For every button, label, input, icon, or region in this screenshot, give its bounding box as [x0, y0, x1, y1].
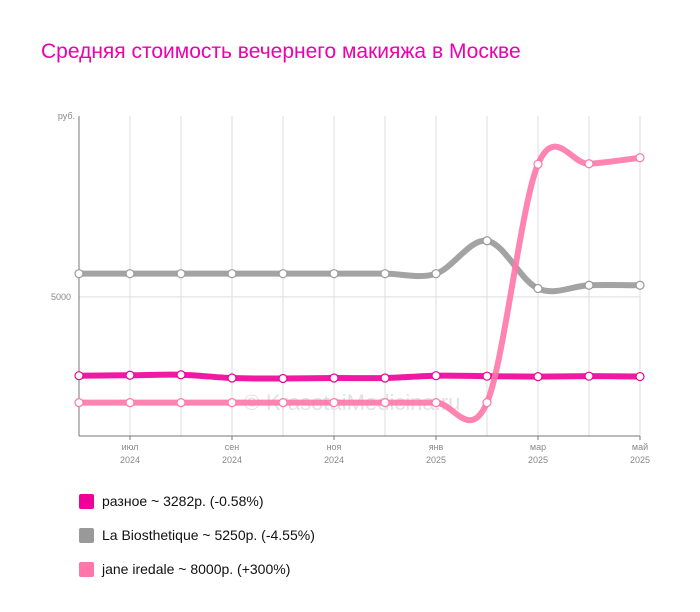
data-point [380, 398, 390, 408]
legend-label: jane iredale ~ 8000р. (+300%) [102, 561, 291, 577]
series-line-1 [76, 237, 643, 295]
x-tick-label: 2025 [528, 455, 548, 465]
data-point [227, 398, 237, 408]
data-point [635, 153, 645, 163]
data-point [431, 269, 441, 279]
x-tick-label: 2024 [120, 455, 140, 465]
legend-item-jane-iredale[interactable]: jane iredale ~ 8000р. (+300%) [79, 552, 315, 586]
data-point [74, 371, 84, 381]
legend-label: La Biosthetique ~ 5250р. (-4.55%) [102, 527, 315, 543]
data-point [278, 269, 288, 279]
x-tick-label: май [632, 442, 648, 452]
series-line-0 [76, 371, 643, 382]
x-tick-label: 2025 [426, 455, 446, 465]
x-tick-label: мар [530, 442, 546, 452]
data-point [482, 398, 492, 408]
data-point [635, 371, 645, 382]
data-point [74, 269, 84, 279]
data-point [125, 370, 135, 380]
data-point [584, 280, 594, 290]
x-tick-label: 2024 [324, 455, 344, 465]
x-tick-label: сен [225, 442, 240, 452]
data-point [227, 373, 237, 383]
data-point [584, 371, 594, 381]
x-tick-label: 2025 [630, 455, 650, 465]
data-point [635, 280, 645, 290]
y-axis-unit-label: руб. [58, 111, 75, 121]
chart-title: Средняя стоимость вечернего макияжа в Мо… [41, 40, 521, 63]
data-point [584, 159, 594, 169]
data-point [482, 236, 492, 246]
data-point [431, 371, 441, 381]
legend: разное ~ 3282р. (-0.58%) La Biosthetique… [79, 484, 315, 586]
legend-label: разное ~ 3282р. (-0.58%) [102, 493, 264, 509]
data-point [176, 269, 186, 279]
data-point [533, 283, 543, 294]
legend-swatch [79, 493, 94, 509]
data-point [431, 398, 441, 408]
data-point [125, 269, 135, 279]
data-point [329, 398, 339, 408]
data-point [380, 269, 390, 279]
data-point [482, 371, 492, 381]
y-tick-label: 5000 [51, 292, 71, 302]
legend-swatch [79, 527, 94, 543]
data-point [533, 372, 543, 382]
data-point [329, 373, 339, 383]
x-tick-label: янв [429, 442, 444, 452]
data-point [329, 269, 339, 279]
data-point [125, 398, 135, 408]
x-tick-label: июл [122, 442, 139, 452]
x-tick-label: ноя [327, 442, 342, 452]
data-point [278, 398, 288, 408]
data-point [176, 370, 186, 380]
series-layer [76, 143, 643, 424]
point-layer [74, 153, 645, 408]
data-point [533, 159, 543, 169]
legend-item-la-biosthetique[interactable]: La Biosthetique ~ 5250р. (-4.55%) [79, 518, 315, 552]
data-point [227, 269, 237, 279]
legend-swatch [79, 561, 94, 577]
data-point [380, 373, 390, 383]
data-point [176, 398, 186, 408]
x-tick-label: 2024 [222, 455, 242, 465]
data-point [74, 398, 84, 408]
legend-item-raznoe[interactable]: разное ~ 3282р. (-0.58%) [79, 484, 315, 518]
data-point [278, 373, 288, 384]
